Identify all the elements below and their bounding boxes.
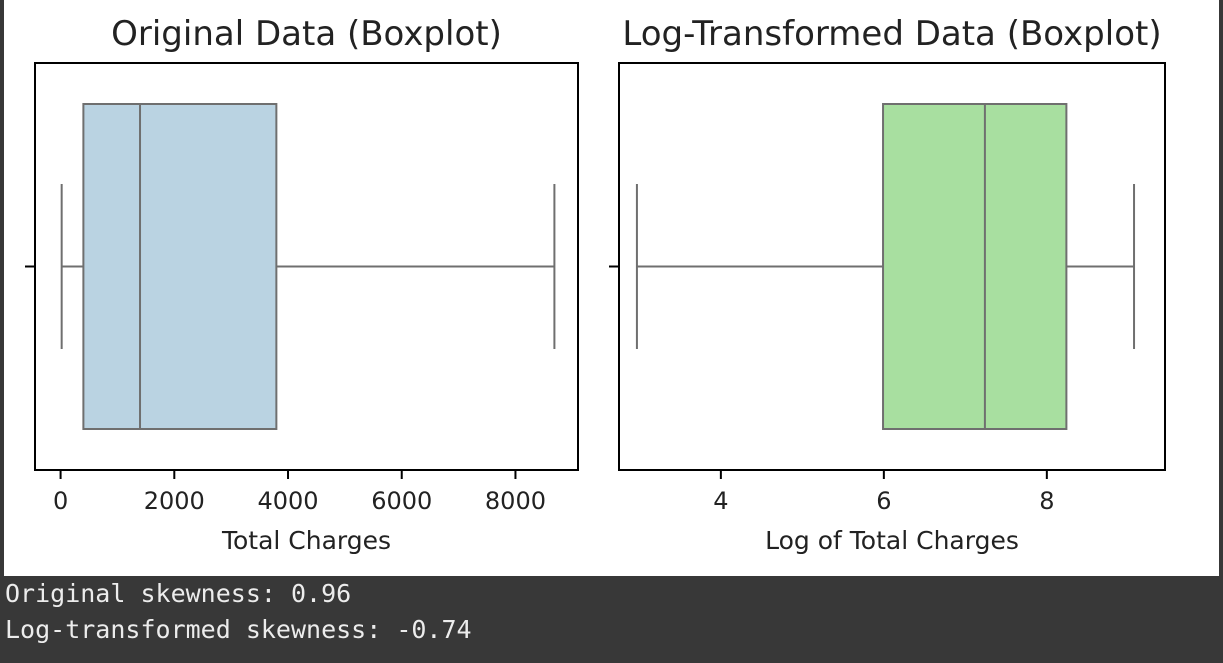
chart-2-xlabel: Log of Total Charges (765, 526, 1019, 555)
chart-1-x-tick-label: 4000 (257, 487, 318, 515)
chart-2-x-tick-label: 4 (713, 487, 728, 515)
chart-1-x-tick-label: 8000 (485, 487, 546, 515)
chart-1-x-tick-label: 6000 (371, 487, 432, 515)
console-line-original-skewness: Original skewness: 0.96 (5, 579, 352, 608)
chart-1-xlabel: Total Charges (221, 526, 391, 555)
chart-2-x-tick-label: 8 (1039, 487, 1054, 515)
chart-2-x-tick-label: 6 (876, 487, 891, 515)
chart-1-box (82, 103, 278, 430)
boxplot-figure: Original Data (Boxplot) 0 2000 4000 6000 8000… (4, 0, 1219, 576)
chart-1-x-tick-label: 0 (53, 487, 68, 515)
chart-2-title: Log-Transformed Data (Boxplot) (622, 14, 1161, 54)
console-line-log-skewness: Log-transformed skewness: -0.74 (5, 615, 472, 644)
figure: Original Data (Boxplot) 0 2000 4000 6000 8000… (4, 0, 1219, 576)
chart-2-box (882, 103, 1068, 430)
chart-1-x-tick-label: 2000 (144, 487, 205, 515)
console-output: Original skewness: 0.96 Log-transformed … (0, 576, 1223, 663)
chart-1-title: Original Data (Boxplot) (111, 14, 502, 54)
